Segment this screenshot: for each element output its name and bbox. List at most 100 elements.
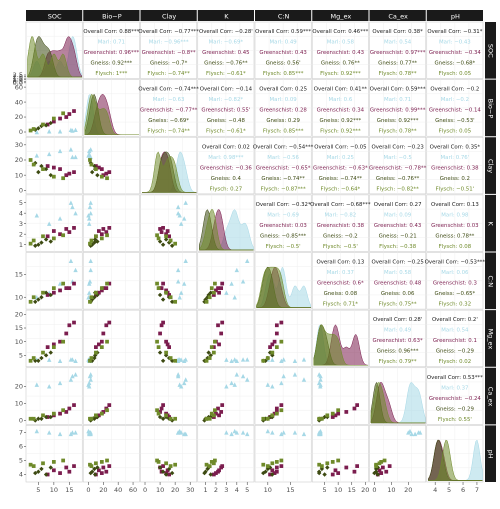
point-greenschist-pH-Ca (384, 469, 389, 474)
correlation-text: Overall Corr: −0.31* (427, 29, 482, 35)
correlation-text: Overall Corr: −0.28' (199, 29, 253, 35)
point-gneiss-pH-Mg (316, 470, 322, 476)
correlation-text: Overall Corr: −0.05 (314, 144, 366, 150)
density-flysch-Clay (141, 151, 197, 193)
point-flysch-K-Clay (173, 241, 178, 246)
row-label-Ca: Ca_ex (487, 387, 495, 407)
point-greenschist-pH-Ca (377, 468, 382, 473)
point-greenschist-Mg-CN (274, 323, 279, 328)
density-flysch-pH (428, 439, 483, 481)
point-flysch-Ca-BioP (99, 411, 104, 416)
correlation-text: Gneiss: −0.7* (150, 61, 188, 67)
point-flysch-Clay-SOC (31, 162, 36, 167)
correlation-text: Marl: −0.69 (267, 212, 299, 218)
point-gneiss-pH-SOC (33, 470, 38, 476)
point-greenschist-pH-CN (274, 465, 279, 470)
point-flysch-Mg-SOC (61, 339, 66, 344)
point-flysch-Mg-BioP (89, 356, 94, 360)
point-marl-BioP-SOC (57, 129, 63, 134)
point-flysch-Mg-SOC (28, 358, 33, 363)
column-strip-CN (255, 10, 312, 21)
point-greenschist-K-Clay (167, 234, 171, 239)
correlation-text: Gneiss: 0.92*** (377, 118, 419, 124)
x-tick-label: 15 (286, 486, 294, 494)
x-tick-label: 4 (235, 486, 239, 494)
point-greenschist-pH-CN (268, 472, 272, 477)
x-tick-label: 30 (186, 486, 194, 494)
correlation-text: Marl: 0.58 (384, 270, 412, 276)
point-gneiss-pH-CN (270, 472, 275, 477)
point-greenschist-Ca-SOC (67, 406, 72, 411)
point-flysch-Ca-Clay (168, 416, 173, 421)
point-flysch-BioP-SOC (51, 116, 56, 121)
point-greenschist-pH-BioP (96, 468, 101, 473)
point-greenschist-Clay-BioP (99, 167, 104, 171)
correlation-text: Flysch: 0.78** (379, 129, 417, 135)
row-strip-pH (485, 425, 496, 482)
point-flysch-K-SOC (61, 233, 66, 238)
correlation-text: Greenschist: 0.43 (259, 50, 306, 56)
point-marl-CN-Clay (183, 258, 188, 264)
x-tick-label: 5 (447, 486, 451, 494)
point-flysch-CN-K (207, 295, 212, 300)
point-greenschist-Mg-K (211, 345, 216, 350)
point-gneiss-Ca-SOC (36, 416, 41, 421)
y-tick-label: 2.5 (13, 71, 23, 79)
y-tick-label: 3 (19, 220, 23, 228)
correlation-text: Gneiss: −0.68* (434, 61, 475, 67)
column-strip-Mg (312, 10, 369, 21)
point-marl-Ca-Clay (181, 380, 187, 386)
point-gneiss-Mg-Clay (163, 353, 169, 358)
column-strip-SOC (26, 10, 83, 21)
point-flysch-Mg-BioP (94, 350, 98, 355)
point-flysch-Ca-CN (274, 411, 279, 416)
point-marl-K-Clay (183, 200, 188, 205)
point-gneiss-K-SOC (33, 243, 38, 248)
y-tick-label: 10 (15, 171, 23, 179)
point-marl-pH-CN (265, 428, 271, 434)
point-greenschist-pH-Ca (379, 471, 384, 475)
correlation-text: Overall Corr: −0.53*** (425, 260, 486, 266)
point-marl-Mg-SOC (68, 357, 74, 362)
point-flysch-CN-K (213, 281, 217, 286)
point-flysch-pH-Clay (155, 458, 159, 463)
point-flysch-Mg-CN (274, 345, 279, 350)
point-gneiss-pH-Clay (163, 472, 169, 477)
point-marl-Mg-K (240, 357, 246, 362)
point-marl-Clay-SOC (70, 154, 75, 160)
correlation-text: Gneiss: 0.96*** (377, 349, 419, 355)
point-marl-Ca-BioP (88, 372, 93, 377)
x-tick-label: 5 (36, 486, 40, 494)
correlation-text: Greenschist: 0.63* (373, 338, 423, 344)
point-flysch-Ca-SOC (51, 411, 56, 416)
point-flysch-CN-SOC (41, 290, 45, 295)
point-gneiss-CN-SOC (36, 297, 41, 302)
point-marl-K-Clay (175, 210, 181, 216)
point-gneiss-pH-Mg (322, 472, 327, 477)
point-flysch-Ca-SOC (61, 408, 66, 413)
point-marl-Mg-CN (270, 357, 275, 362)
point-greenschist-Ca-K (214, 411, 218, 416)
correlation-text: Flysch: 0.79** (379, 359, 417, 365)
y-tick-label: 20 (15, 113, 23, 121)
y-tick-label: 0.5 (13, 77, 23, 85)
point-flysch-Ca-Clay (156, 411, 161, 416)
point-flysch-Clay-BioP (99, 174, 104, 179)
point-flysch-Ca-Clay (155, 408, 159, 413)
point-marl-Mg-K (234, 358, 240, 363)
point-greenschist-Ca-CN (272, 411, 277, 416)
correlation-text: Marl: 0.54 (441, 328, 469, 334)
density-flysch-K (199, 209, 254, 251)
point-marl-K-BioP (86, 213, 91, 218)
x-tick-label: 20 (99, 486, 107, 494)
correlation-text: Marl: 0.37 (441, 385, 468, 391)
point-greenschist-K-Clay (161, 226, 165, 230)
correlation-text: Gneiss: 0.78** (435, 233, 474, 239)
point-marl-Ca-CN (270, 384, 275, 389)
y-tick-label: 40 (15, 98, 23, 106)
point-flysch-CN-BioP (94, 290, 98, 295)
point-flysch-pH-CN (279, 458, 284, 463)
point-greenschist-CN-BioP (96, 290, 101, 295)
point-greenschist-pH-Mg (336, 471, 341, 475)
point-flysch-CN-SOC (51, 286, 56, 291)
